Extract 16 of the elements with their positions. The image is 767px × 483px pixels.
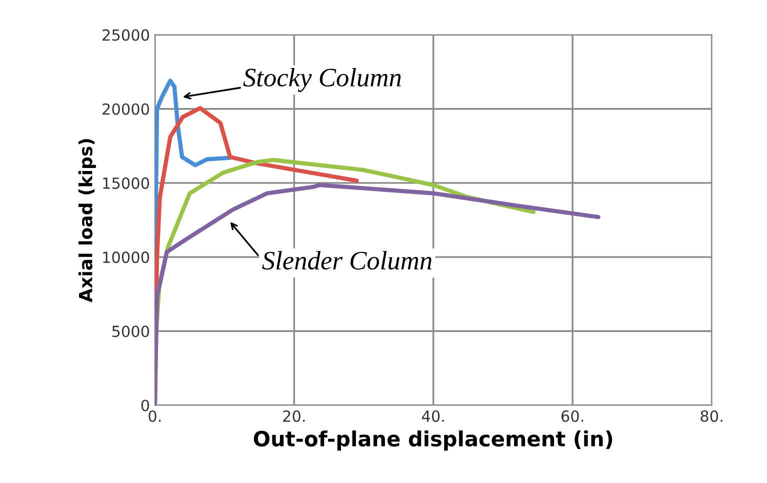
y-tick-label: 0: [141, 400, 150, 412]
y-tick-label: 5000: [112, 326, 150, 338]
x-tick-label: 60.: [561, 410, 584, 422]
line-series: [154, 182, 600, 406]
y-tick-label: 20000: [102, 103, 150, 115]
y-axis-title: Axial load (kips): [78, 139, 96, 302]
x-axis-title: Out-of-plane displacement (in): [254, 430, 612, 451]
y-tick-label: 25000: [102, 29, 150, 41]
x-tick-label: 80.: [700, 410, 722, 422]
x-tick-label: 20.: [283, 410, 305, 422]
x-tick-label: 0.: [148, 410, 161, 422]
y-tick-label: 10000: [103, 252, 150, 264]
annotation: Slender Column: [262, 251, 432, 270]
x-tick-label: 40.: [422, 410, 444, 422]
y-tick-label: 15000: [103, 177, 150, 189]
annotation: Stocky Column: [243, 68, 401, 92]
